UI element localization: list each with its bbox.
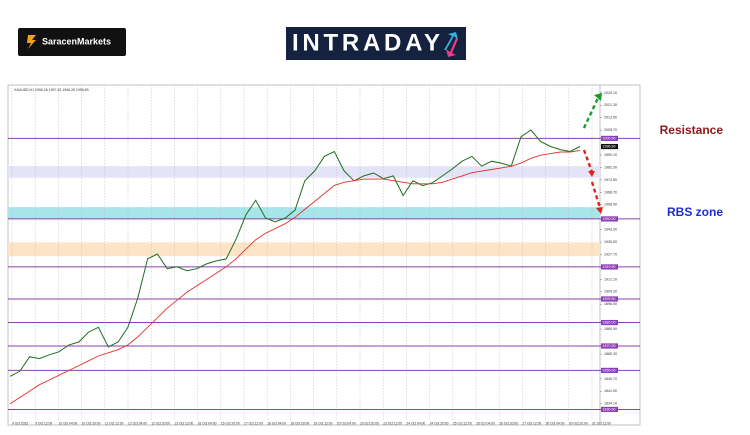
x-tick-label: 30 Oct 04:00 bbox=[546, 421, 565, 425]
y-tick-label: 2029.10 bbox=[604, 91, 617, 95]
level-tag bbox=[601, 343, 618, 349]
x-tick-label: 9 Oct 12:00 bbox=[35, 421, 52, 425]
level-tag bbox=[601, 367, 618, 373]
rbs-label: RBS zone bbox=[667, 205, 723, 219]
y-tick-label: 2021.30 bbox=[604, 103, 617, 107]
y-tick-label: 1849.70 bbox=[604, 377, 617, 381]
saracen-text: SaracenMarkets bbox=[42, 36, 111, 46]
zone bbox=[8, 166, 600, 178]
bear-arrow-head bbox=[588, 171, 595, 177]
intraday-logo bbox=[286, 27, 466, 60]
x-tick-label: 12 Oct 04:00 bbox=[128, 421, 147, 425]
current-price-label: 1996.89 bbox=[603, 144, 616, 148]
x-tick-label: 19 Oct 12:00 bbox=[314, 421, 333, 425]
bear-arrow-head-2 bbox=[596, 207, 603, 214]
bear-arrow-2 bbox=[590, 181, 602, 209]
y-tick-label: 1841.90 bbox=[604, 389, 617, 393]
x-tick-label: 31 Oct 12:00 bbox=[592, 421, 611, 425]
level-tag bbox=[601, 319, 618, 326]
x-tick-label: 10 Oct 20:00 bbox=[82, 421, 101, 425]
y-tick-label: 2005.70 bbox=[604, 128, 617, 132]
symbol-info: XAUUSD,H1 1996.26 1997.45 1996.26 1996.8… bbox=[14, 88, 89, 92]
level-label: 1830.50 bbox=[603, 407, 616, 411]
x-tick-label: 13 Oct 12:00 bbox=[174, 421, 193, 425]
y-tick-label: 2013.50 bbox=[604, 116, 617, 120]
y-tick-label: 1990.10 bbox=[604, 153, 617, 157]
level-label: 2000.50 bbox=[603, 136, 616, 140]
y-tick-label: 1912.10 bbox=[604, 277, 617, 281]
y-tick-label: 1865.30 bbox=[604, 352, 617, 356]
x-tick-label: 11 Oct 12:00 bbox=[105, 421, 124, 425]
x-tick-label: 18 Oct 20:00 bbox=[290, 421, 309, 425]
x-tick-label: 12 Oct 20:00 bbox=[151, 421, 170, 425]
bull-arrow-head bbox=[594, 93, 602, 101]
zone bbox=[8, 242, 600, 257]
x-tick-label: 20 Oct 04:00 bbox=[337, 421, 356, 425]
level-tag bbox=[601, 264, 618, 270]
y-tick-label: 1904.30 bbox=[604, 290, 617, 294]
x-tick-label: 16 Oct 20:00 bbox=[221, 421, 240, 425]
current-price-tag bbox=[601, 143, 618, 150]
intraday-arrow-up bbox=[444, 32, 458, 50]
level-label: 1919.90 bbox=[603, 265, 616, 269]
y-tick-label: 1927.70 bbox=[604, 252, 617, 256]
y-tick-label: 1935.50 bbox=[604, 240, 617, 244]
bear-arrow bbox=[582, 149, 594, 173]
resistance-label: Resistance bbox=[660, 123, 724, 137]
x-tick-label: 26 Oct 20:00 bbox=[499, 421, 518, 425]
x-tick-label: 24 Oct 20:00 bbox=[430, 421, 449, 425]
y-tick-label: 1943.30 bbox=[604, 228, 617, 232]
saracen-logo bbox=[18, 28, 126, 56]
intraday-text: INTRADAY bbox=[292, 29, 440, 56]
level-label: 1885.00 bbox=[603, 321, 616, 325]
y-tick-label: 1974.50 bbox=[604, 178, 617, 182]
level-tag bbox=[601, 135, 618, 142]
level-label: 1899.80 bbox=[603, 297, 616, 301]
x-tick-label: 30 Oct 20:00 bbox=[569, 421, 588, 425]
bull-arrow bbox=[582, 97, 600, 129]
level-label: 1855.00 bbox=[603, 368, 616, 372]
moving-average bbox=[9, 149, 581, 405]
zone bbox=[8, 207, 600, 219]
x-tick-label: 18 Oct 04:00 bbox=[267, 421, 286, 425]
x-tick-label: 17 Oct 12:00 bbox=[244, 421, 263, 425]
x-tick-label: 16 Oct 04:00 bbox=[198, 421, 217, 425]
y-tick-label: 1966.70 bbox=[604, 190, 617, 194]
x-tick-label: 23 Oct 12:00 bbox=[383, 421, 402, 425]
x-tick-label: 9 Oct 2023 bbox=[12, 421, 28, 425]
level-tag bbox=[601, 216, 618, 222]
x-tick-label: 25 Oct 12:00 bbox=[453, 421, 472, 425]
x-tick-label: 10 Oct 04:00 bbox=[58, 421, 77, 425]
level-tag bbox=[601, 406, 618, 413]
level-label: 1870.30 bbox=[603, 344, 616, 348]
price-line bbox=[9, 129, 581, 377]
saracen-icon bbox=[27, 35, 36, 49]
intraday-arrow-down bbox=[446, 38, 458, 57]
y-tick-label: 1982.30 bbox=[604, 165, 617, 169]
y-tick-label: 1958.90 bbox=[604, 203, 617, 207]
y-tick-label: 1896.50 bbox=[604, 302, 617, 306]
y-tick-label: 1834.10 bbox=[604, 402, 617, 406]
x-tick-label: 27 Oct 12:00 bbox=[522, 421, 541, 425]
y-tick-label: 1880.90 bbox=[604, 327, 617, 331]
level-label: 1950.00 bbox=[603, 217, 616, 221]
x-tick-label: 26 Oct 04:00 bbox=[476, 421, 495, 425]
x-tick-label: 24 Oct 04:00 bbox=[406, 421, 425, 425]
level-tag bbox=[601, 296, 618, 302]
x-tick-label: 20 Oct 20:00 bbox=[360, 421, 379, 425]
